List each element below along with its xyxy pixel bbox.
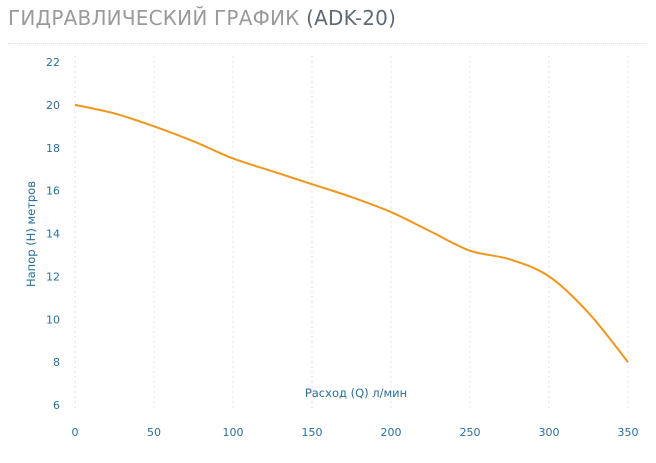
y-tick-label: 20 <box>46 99 60 112</box>
y-tick-label: 22 <box>46 56 60 69</box>
title-divider <box>8 43 646 44</box>
chart-title: ГИДРАВЛИЧЕСКИЙ ГРАФИК (ADK-20) <box>8 6 396 30</box>
y-tick-labels: 6 8 10 12 14 16 18 20 22 <box>46 56 60 412</box>
x-tick-label: 150 <box>302 426 323 439</box>
x-tick-label: 0 <box>72 426 79 439</box>
y-tick-label: 6 <box>53 399 60 412</box>
y-tick-label: 16 <box>46 185 60 198</box>
y-tick-label: 14 <box>46 228 60 241</box>
x-tick-label: 100 <box>223 426 244 439</box>
chart-header: ГИДРАВЛИЧЕСКИЙ ГРАФИК (ADK-20) <box>0 0 656 46</box>
grid-lines <box>74 56 629 409</box>
x-tick-label: 300 <box>539 426 560 439</box>
y-tick-label: 18 <box>46 142 60 155</box>
x-axis-label: Расход (Q) л/мин <box>305 386 407 400</box>
x-tick-label: 50 <box>147 426 161 439</box>
x-tick-label: 350 <box>618 426 639 439</box>
y-tick-label: 12 <box>46 270 60 283</box>
series-line <box>74 103 629 363</box>
y-tick-label: 8 <box>53 356 60 369</box>
x-tick-labels: 0 50 100 150 200 250 300 350 <box>72 426 639 439</box>
chart-title-main: ГИДРАВЛИЧЕСКИЙ ГРАФИК <box>8 6 300 30</box>
chart-title-model: (ADK-20) <box>306 6 397 30</box>
x-tick-label: 250 <box>460 426 481 439</box>
x-tick-label: 200 <box>381 426 402 439</box>
y-tick-label: 10 <box>46 313 60 326</box>
y-axis-label: Напор (H) метров <box>24 181 38 287</box>
